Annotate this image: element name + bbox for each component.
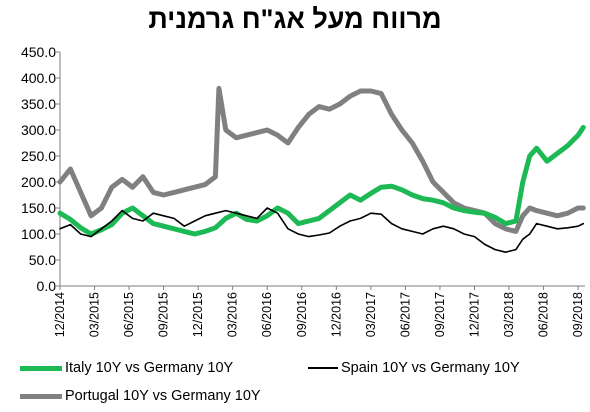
y-tick-label: 0.0 bbox=[37, 278, 57, 294]
y-tick-label: 300.0 bbox=[21, 122, 56, 138]
legend-swatch-portugal bbox=[20, 393, 62, 399]
x-ticks: 12/2014 03/2015 06/2015 09/2015 12/2015 03/20… bbox=[53, 286, 585, 337]
y-tick-label: 450.0 bbox=[21, 44, 56, 60]
series-line-0 bbox=[57, 124, 586, 237]
y-tick-label: 350.0 bbox=[21, 96, 56, 112]
series-line-2 bbox=[57, 85, 586, 234]
x-tick-label: 06/2015 bbox=[122, 292, 136, 337]
legend-portugal: Portugal 10Y vs Germany 10Y bbox=[20, 388, 261, 404]
x-tick-label: 09/2017 bbox=[433, 292, 447, 337]
legend-italy: Italy 10Y vs Germany 10Y bbox=[20, 360, 233, 376]
x-tick-label: 12/2016 bbox=[329, 292, 343, 337]
y-tick-label: 150.0 bbox=[21, 200, 56, 216]
x-tick-label: 09/2016 bbox=[295, 292, 309, 337]
legend-label-italy: Italy 10Y vs Germany 10Y bbox=[65, 360, 234, 376]
x-tick-label: 03/2016 bbox=[226, 292, 240, 337]
x-tick-label: 03/2017 bbox=[364, 292, 378, 337]
y-tick-label: 250.0 bbox=[21, 148, 56, 164]
legend-swatch-italy bbox=[20, 365, 62, 371]
series-line-1 bbox=[59, 207, 585, 253]
x-tick-label: 03/2018 bbox=[502, 292, 516, 337]
chart-title: מרווח מעל אג"ח גרמנית bbox=[148, 4, 442, 34]
x-tick-label: 06/2016 bbox=[260, 292, 274, 337]
y-tick-label: 50.0 bbox=[29, 252, 56, 268]
x-tick-label: 03/2015 bbox=[88, 292, 102, 337]
y-ticks: 0.0 50.0 100.0 150.0 200.0 250.0 300.0 350.0 400… bbox=[21, 44, 60, 294]
legend-label-portugal: Portugal 10Y vs Germany 10Y bbox=[65, 388, 261, 404]
x-tick-label: 12/2014 bbox=[53, 292, 67, 337]
series-lines bbox=[57, 85, 586, 253]
axes bbox=[59, 52, 585, 287]
y-tick-label: 200.0 bbox=[21, 174, 56, 190]
legend-swatch-spain bbox=[308, 367, 338, 370]
legend-label-spain: Spain 10Y vs Germany 10Y bbox=[341, 360, 520, 376]
x-tick-label: 06/2018 bbox=[537, 292, 551, 337]
x-tick-label: 09/2015 bbox=[157, 292, 171, 337]
legend-spain: Spain 10Y vs Germany 10Y bbox=[308, 360, 520, 376]
x-tick-label: 09/2018 bbox=[571, 292, 585, 337]
y-tick-label: 400.0 bbox=[21, 70, 56, 86]
x-tick-label: 06/2017 bbox=[398, 292, 412, 337]
y-tick-label: 100.0 bbox=[21, 226, 56, 242]
x-tick-label: 12/2017 bbox=[467, 292, 481, 337]
x-tick-label: 12/2015 bbox=[191, 292, 205, 337]
